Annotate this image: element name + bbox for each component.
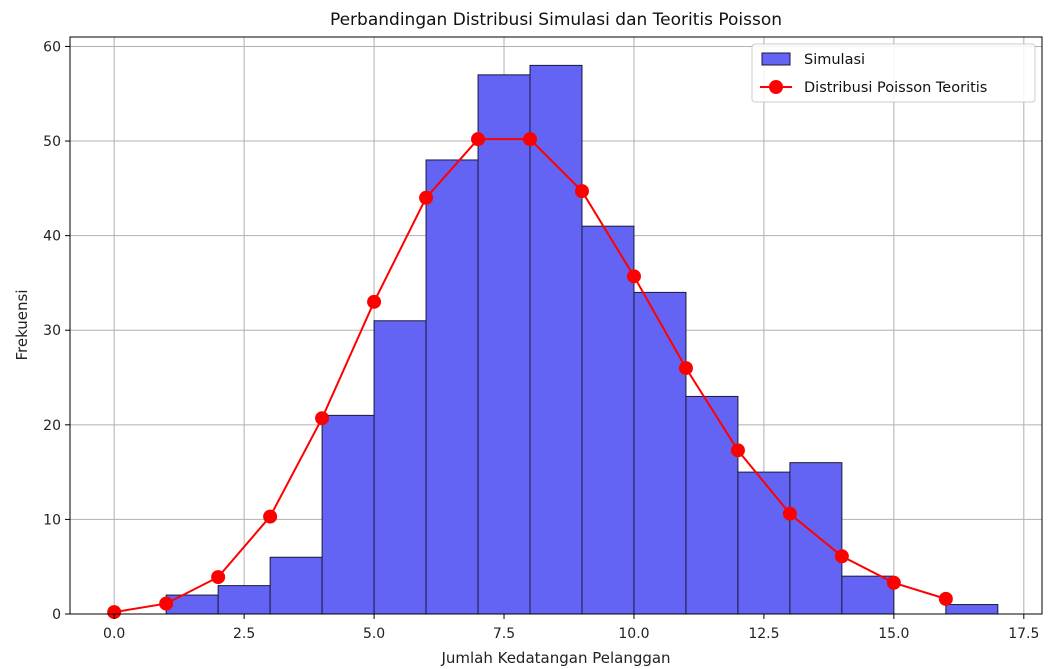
y-tick-label: 20 (43, 418, 61, 434)
histogram-bar (685, 395, 739, 615)
poisson-point (471, 132, 486, 147)
plot-frame (69, 36, 1043, 615)
poisson-point (730, 443, 745, 458)
poisson-point (315, 411, 330, 426)
histogram-bar (321, 414, 375, 615)
poisson-point (419, 190, 434, 205)
y-tick-label: 30 (43, 323, 61, 339)
y-tick-label: 50 (43, 134, 61, 150)
histogram-bar (217, 585, 271, 615)
histogram-bar (633, 291, 687, 615)
poisson-point (107, 605, 122, 620)
poisson-line (107, 132, 953, 620)
x-tick-label: 7.5 (493, 626, 515, 642)
poisson-point (523, 132, 538, 147)
y-tick-label: 10 (43, 512, 61, 528)
poisson-point (938, 591, 953, 606)
legend-label-poisson: Distribusi Poisson Teoritis (804, 80, 987, 96)
histogram-bar (269, 556, 323, 615)
histogram-bar (945, 604, 999, 615)
poisson-point (211, 570, 226, 585)
histogram-bar (789, 462, 843, 615)
poisson-point (834, 549, 849, 564)
poisson-point (263, 509, 278, 524)
legend-box (751, 43, 1036, 103)
poisson-point (626, 269, 641, 284)
legend-marker-poisson (769, 80, 783, 94)
x-tick-label: 12.5 (748, 626, 779, 642)
histogram-bar (425, 159, 479, 615)
poisson-point (782, 506, 797, 521)
poisson-point (367, 294, 382, 309)
poisson-point (159, 596, 174, 611)
poisson-point (574, 184, 589, 199)
histogram-bar (477, 74, 531, 615)
x-axis-ticks: 0.0 2.5 5.0 7.5 10.0 12.5 15.0 17.5 (103, 614, 1039, 642)
y-axis-ticks: 0 10 20 30 40 50 60 (43, 39, 70, 623)
x-tick-label: 2.5 (233, 626, 255, 642)
x-tick-label: 10.0 (618, 626, 649, 642)
y-tick-label: 60 (43, 39, 61, 55)
x-tick-label: 5.0 (363, 626, 385, 642)
legend-label-simulasi: Simulasi (804, 52, 865, 68)
poisson-point (678, 361, 693, 376)
histogram-bar (841, 575, 895, 615)
histogram-bars (165, 64, 999, 615)
x-tick-label: 15.0 (878, 626, 909, 642)
histogram-bar (529, 64, 583, 615)
legend: Simulasi Distribusi Poisson Teoritis (751, 43, 1036, 103)
histogram-bar (373, 320, 427, 615)
legend-swatch-simulasi (761, 52, 791, 66)
y-axis-title: Frekuensi (13, 289, 31, 360)
y-tick-label: 0 (52, 607, 61, 623)
histogram-bar (581, 225, 635, 615)
histogram-bar (737, 471, 791, 615)
poisson-point (886, 575, 901, 590)
y-tick-label: 40 (43, 229, 61, 245)
x-tick-label: 0.0 (103, 626, 125, 642)
histogram-bar (165, 594, 219, 615)
x-tick-label: 17.5 (1008, 626, 1039, 642)
chart-title: Perbandingan Distribusi Simulasi dan Teo… (330, 10, 782, 30)
x-axis-title: Jumlah Kedatangan Pelanggan (440, 649, 670, 667)
